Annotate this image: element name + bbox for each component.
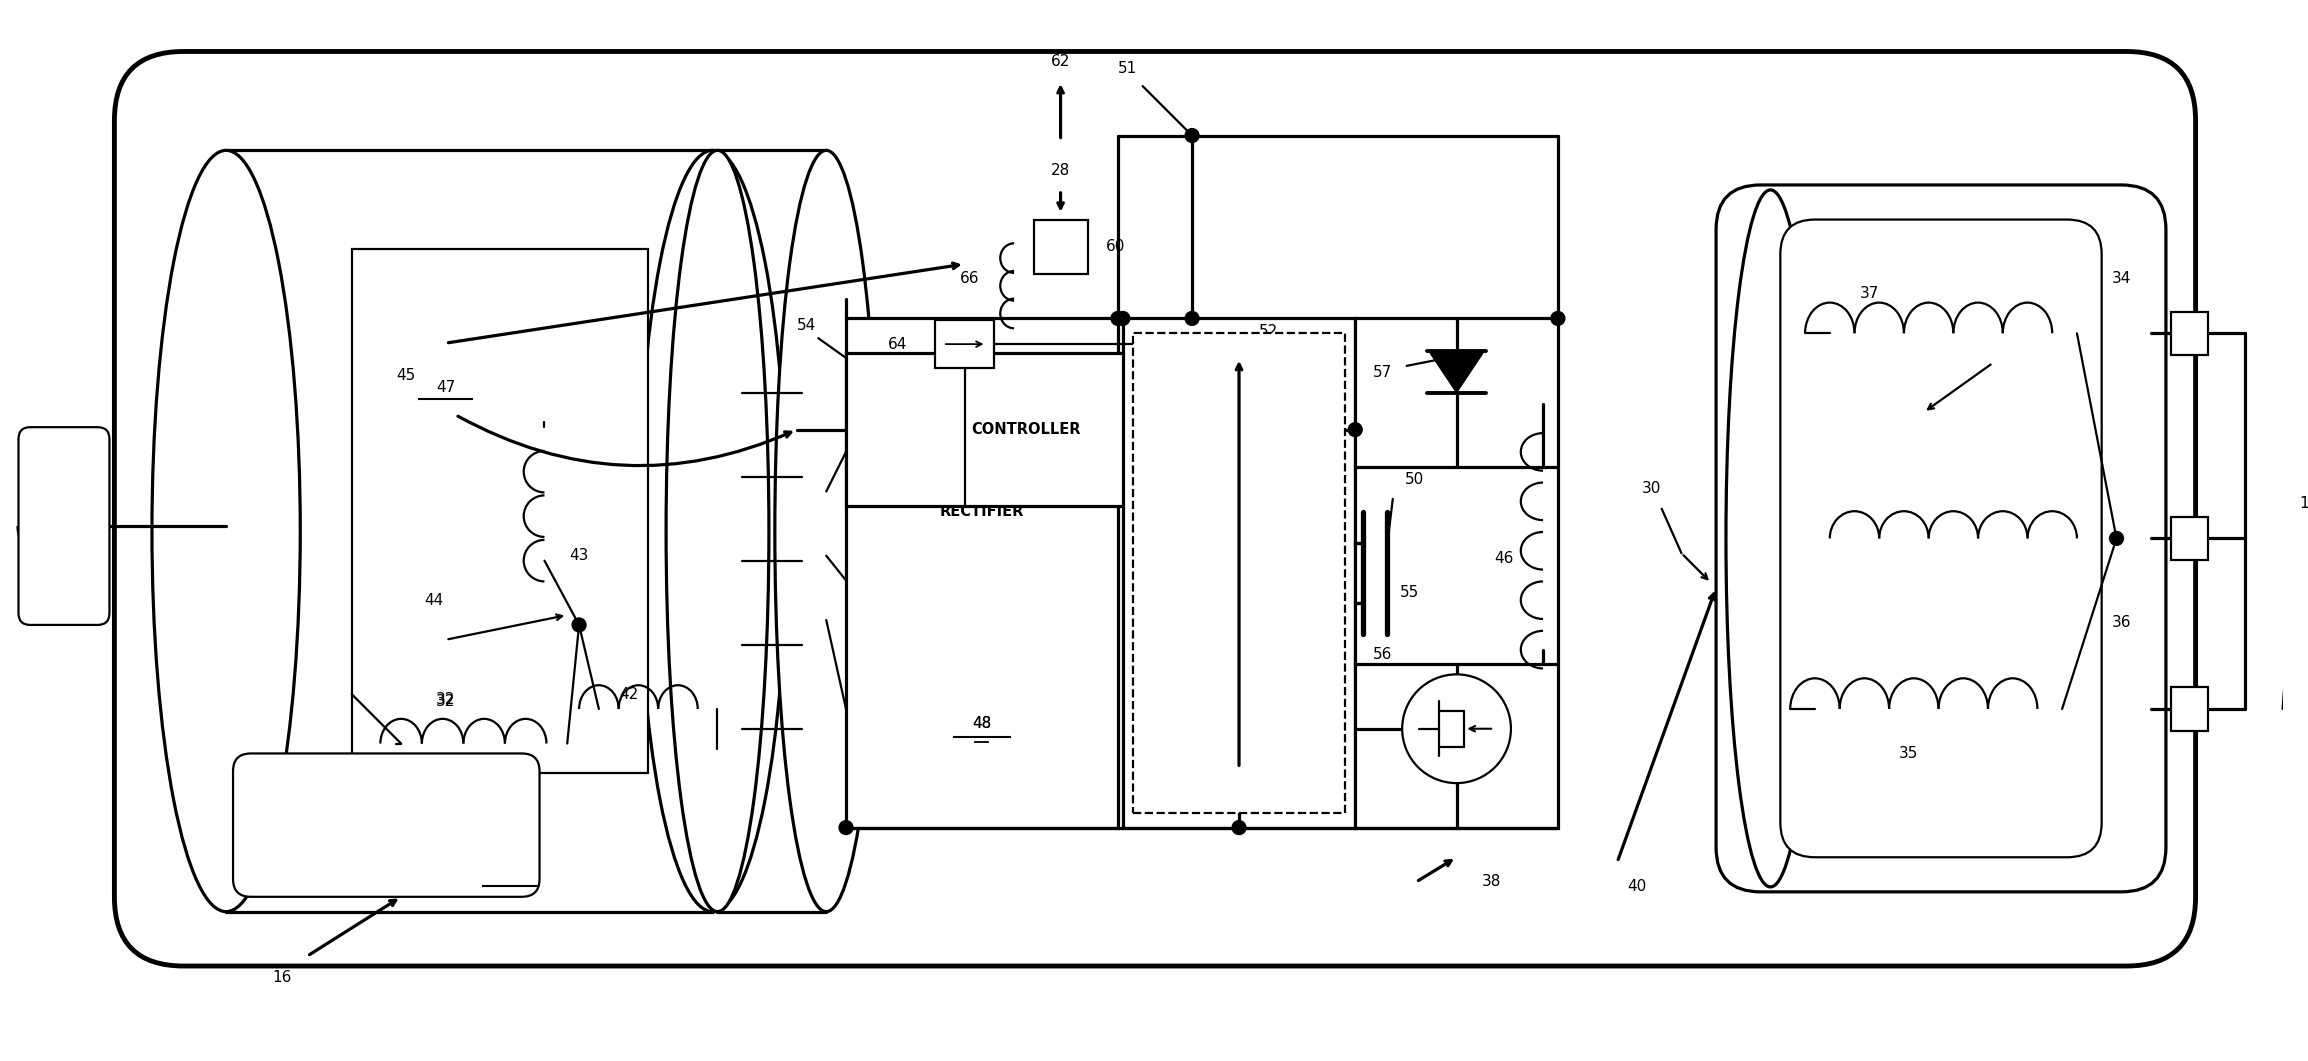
Text: 57: 57	[1373, 365, 1392, 380]
Ellipse shape	[152, 151, 300, 911]
Bar	[2172, 688, 2209, 731]
Text: 40: 40	[1627, 880, 1646, 894]
Text: 35: 35	[1899, 746, 1918, 761]
Bar	[1124, 318, 1355, 828]
Text: 54: 54	[796, 318, 817, 333]
Ellipse shape	[667, 151, 769, 911]
Ellipse shape	[775, 151, 877, 911]
Text: 53: 53	[1297, 476, 1316, 491]
Text: 38: 38	[1482, 874, 1500, 889]
Text: −: −	[1126, 536, 1145, 556]
Text: +: +	[1129, 359, 1145, 378]
Bar	[1133, 333, 1346, 813]
Text: 44: 44	[425, 593, 443, 608]
Text: 16: 16	[272, 971, 293, 986]
FancyBboxPatch shape	[1779, 220, 2103, 857]
Text: 60: 60	[1106, 239, 1126, 255]
Bar	[847, 353, 1207, 506]
Text: 48: 48	[972, 716, 992, 731]
FancyBboxPatch shape	[233, 753, 540, 897]
Text: 19: 19	[2299, 497, 2308, 511]
FancyBboxPatch shape	[18, 428, 108, 625]
Circle shape	[1184, 312, 1198, 326]
Text: 30: 30	[1641, 482, 1662, 497]
Circle shape	[1348, 422, 1362, 436]
FancyBboxPatch shape	[351, 249, 649, 773]
Circle shape	[1110, 312, 1124, 326]
Bar	[1034, 220, 1089, 274]
Text: 56: 56	[1373, 647, 1392, 662]
Text: CONTROLLER: CONTROLLER	[972, 422, 1080, 437]
Bar	[2172, 517, 2209, 560]
Text: 64: 64	[889, 336, 907, 351]
FancyBboxPatch shape	[1717, 185, 2165, 892]
Circle shape	[1117, 312, 1131, 326]
Text: 50: 50	[1406, 471, 1424, 487]
Ellipse shape	[639, 151, 787, 911]
Text: 52: 52	[1260, 324, 1279, 338]
Text: 62: 62	[1050, 54, 1071, 69]
Circle shape	[572, 618, 586, 632]
FancyBboxPatch shape	[115, 52, 2195, 966]
Text: 37: 37	[1860, 286, 1879, 301]
Text: 43: 43	[570, 549, 589, 563]
Circle shape	[1184, 128, 1198, 142]
Circle shape	[1403, 675, 1512, 783]
Text: PERMANENT: PERMANENT	[339, 812, 434, 824]
Text: 42: 42	[619, 686, 637, 701]
Text: 34: 34	[2112, 272, 2130, 286]
Text: 46: 46	[1493, 551, 1514, 566]
Text: DETECTOR: DETECTOR	[1200, 485, 1279, 498]
Text: 41: 41	[496, 766, 515, 781]
Text: 51: 51	[1117, 60, 1138, 75]
Text: 32: 32	[436, 692, 455, 707]
Bar	[2172, 312, 2209, 355]
Text: BRIDGE: BRIDGE	[951, 445, 1013, 459]
Bar	[847, 318, 1117, 828]
Circle shape	[2110, 532, 2123, 545]
Bar	[1355, 318, 1558, 828]
Text: 45: 45	[397, 368, 415, 383]
Text: CURRENT: CURRENT	[1205, 431, 1274, 443]
Ellipse shape	[1726, 190, 1814, 887]
Circle shape	[1232, 820, 1246, 835]
Bar	[935, 320, 995, 368]
Text: 28: 28	[1050, 162, 1071, 177]
Text: 47: 47	[501, 868, 519, 883]
Text: 47: 47	[436, 380, 455, 395]
Text: RECTIFIER: RECTIFIER	[939, 504, 1025, 519]
Text: MINIMUM: MINIMUM	[1202, 377, 1274, 389]
Text: 55: 55	[1401, 586, 1419, 601]
Circle shape	[840, 820, 854, 835]
Text: 66: 66	[960, 272, 979, 286]
Text: MAGNET: MAGNET	[355, 854, 418, 867]
Text: 36: 36	[2112, 615, 2130, 630]
Text: 14: 14	[46, 464, 65, 480]
Text: 48: 48	[972, 716, 992, 731]
Polygon shape	[1429, 351, 1484, 393]
Text: 32: 32	[436, 694, 455, 709]
Text: 3-PHASE: 3-PHASE	[946, 385, 1018, 400]
Circle shape	[1551, 312, 1565, 326]
